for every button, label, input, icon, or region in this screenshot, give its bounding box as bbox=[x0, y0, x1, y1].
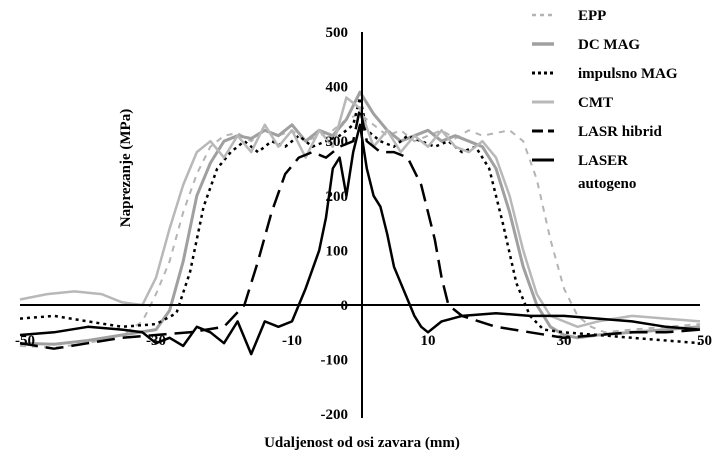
legend-label-3: CMT bbox=[578, 95, 613, 111]
tick-labels: -200 -100 0 100 200 300 400 500 -50 -30 -10 10 30 50 bbox=[15, 25, 712, 423]
x-axis-title: Udaljenost od osi zavara (mm) bbox=[264, 435, 460, 451]
legend-label-0: EPP bbox=[578, 8, 606, 24]
y-tick-label: 0 bbox=[341, 298, 349, 314]
x-tick-label: 50 bbox=[697, 333, 712, 349]
legend: EPP DC MAG impulsno MAG CMT LASR hibrid LASER… bbox=[532, 8, 678, 192]
y-tick-label: 200 bbox=[326, 189, 349, 205]
x-tick-label: 30 bbox=[557, 333, 572, 349]
x-tick-label: -10 bbox=[282, 333, 302, 349]
legend-label-5: autogeno bbox=[578, 176, 636, 192]
axes bbox=[20, 32, 700, 418]
series-line-3 bbox=[19, 96, 701, 329]
legend-label-1: DC MAG bbox=[578, 37, 640, 53]
legend-label-4: LASR hibrid bbox=[578, 124, 662, 140]
y-tick-label: 500 bbox=[326, 25, 349, 41]
y-tick-label: -200 bbox=[321, 407, 349, 423]
legend-label-5: LASER bbox=[578, 153, 628, 169]
y-tick-label: 400 bbox=[326, 80, 349, 96]
y-tick-label: -100 bbox=[321, 353, 349, 369]
series-line-0 bbox=[19, 112, 701, 349]
series-line-4 bbox=[19, 107, 701, 350]
x-tick-label: 10 bbox=[421, 333, 436, 349]
y-tick-label: 100 bbox=[326, 243, 349, 259]
legend-label-2: impulsno MAG bbox=[578, 66, 678, 82]
series-line-5 bbox=[19, 123, 701, 356]
y-axis-title: Naprezanje (MPa) bbox=[118, 109, 134, 227]
x-tick-label: -30 bbox=[146, 333, 166, 349]
x-tick-label: -50 bbox=[15, 333, 35, 349]
y-tick-label: 300 bbox=[326, 134, 349, 150]
